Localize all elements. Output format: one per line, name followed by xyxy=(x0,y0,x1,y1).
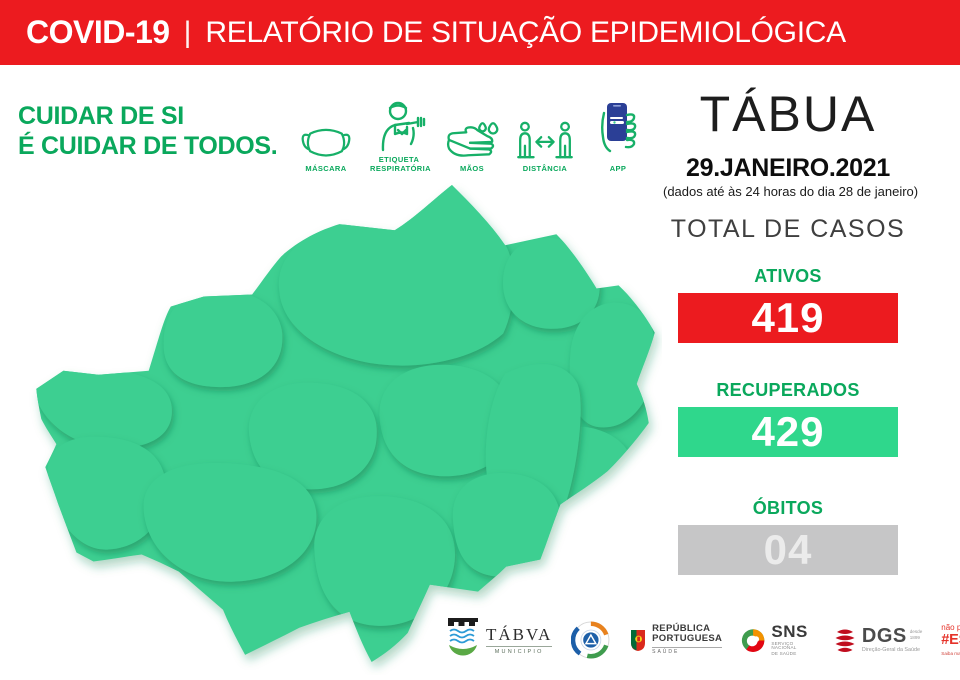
prevention-item-app: APP xyxy=(586,99,650,174)
stat-bar-active: 419 xyxy=(678,292,898,343)
dgs-acronym-row: DGS desde 1899 xyxy=(862,626,922,646)
covid-app-icon xyxy=(601,103,637,153)
estamos-on-subtitle: Saiba mais em covid19estamoson.gov.pt xyxy=(941,650,960,656)
stat-label: ATIVOS xyxy=(754,265,822,286)
sns-subtitle-line1: SERVIÇO NACIONAL xyxy=(771,640,797,651)
report-date-note: (dados até às 24 horas do dia 28 de jane… xyxy=(663,183,919,199)
header-separator: | xyxy=(183,15,192,49)
civil-protection-emblem xyxy=(571,621,610,659)
stat-value: 419 xyxy=(751,293,825,341)
stat-active: ATIVOS 419 xyxy=(663,266,913,343)
stat-deaths: ÓBITOS 04 xyxy=(663,498,913,575)
stat-value: 04 xyxy=(763,525,813,573)
parish-piece xyxy=(248,382,377,490)
respiratory-etiquette-icon xyxy=(381,101,426,151)
sns-logo: SNS SERVIÇO NACIONAL DE SAÚDE xyxy=(741,623,815,657)
parish-piece xyxy=(279,185,514,366)
stat-value: 429 xyxy=(751,407,825,455)
stat-bar-deaths: 04 xyxy=(678,524,898,575)
parish-piece xyxy=(452,473,561,577)
covid19-brand-label: COVID-19 xyxy=(26,14,170,50)
estamos-on-wordmark: #ESTAMOS N xyxy=(941,631,960,649)
parish-piece xyxy=(47,436,166,550)
sns-circle-icon xyxy=(742,628,765,652)
parish-piece xyxy=(569,302,655,428)
report-header-banner: COVID-19 | RELATÓRIO DE SITUAÇÃO EPIDEMI… xyxy=(0,0,960,65)
report-title: RELATÓRIO DE SITUAÇÃO EPIDEMIOLÓGICA xyxy=(205,15,846,49)
parish-piece xyxy=(379,364,514,477)
stat-label: RECUPERADOS xyxy=(716,379,860,400)
tabua-parishes-map xyxy=(36,185,655,662)
tabua-municipality-logo: TÁBVA MUNICIPIO xyxy=(446,617,553,663)
mask-icon xyxy=(301,129,351,157)
prevention-item-distance: DISTÂNCIA xyxy=(513,119,577,174)
stat-bar-recovered: 429 xyxy=(678,406,898,457)
report-date: 29.JANEIRO.2021 xyxy=(686,153,890,182)
stat-recovered: RECUPERADOS 429 xyxy=(663,380,913,457)
municipality-map xyxy=(22,178,662,675)
prevention-label: ETIQUETA RESPIRATÓRIA xyxy=(370,154,431,174)
tabua-logo-text: TÁBVA MUNICIPIO xyxy=(486,624,553,655)
parish-piece xyxy=(163,290,283,388)
prevention-label: MÃOS xyxy=(459,164,485,174)
stat-label: ÓBITOS xyxy=(752,497,824,518)
estamos-on-logo: não paramos #ESTAMOS N Saiba mais em cov… xyxy=(941,623,960,656)
dgs-since-word: desde xyxy=(909,629,923,635)
dgs-acronym: DGS xyxy=(861,625,907,648)
prevention-item-mask: MÁSCARA xyxy=(294,123,358,174)
dgs-subtitle: Direção-Geral da Saúde xyxy=(861,647,921,654)
dgs-logo-text: DGS desde 1899 Direção-Geral da Saúde xyxy=(862,626,922,653)
total-cases-heading: TOTAL DE CASOS xyxy=(670,214,906,243)
parish-pieces xyxy=(36,185,655,626)
republica-line1: REPÚBLICA xyxy=(652,623,711,635)
sns-acronym: SNS xyxy=(771,622,808,642)
republica-portuguesa-logo: REPÚBLICA PORTUGUESA SAÚDE xyxy=(630,623,723,655)
tabua-crest-icon xyxy=(448,618,478,656)
prevention-item-hands: MÃOS xyxy=(440,117,504,174)
prevention-label: APP xyxy=(609,164,627,174)
dgs-since: desde 1899 xyxy=(910,629,923,640)
prevention-tagline: CUIDAR DE SI É CUIDAR DE TODOS. xyxy=(18,102,278,161)
distance-icon xyxy=(517,121,573,159)
dgs-logo: DGS desde 1899 Direção-Geral da Saúde xyxy=(834,626,922,653)
prevention-label: MÁSCARA xyxy=(305,164,347,174)
dgs-since-year: 1899 xyxy=(909,634,920,640)
parish-piece xyxy=(503,238,600,329)
estamos-hashtag: #ESTAMOS xyxy=(941,631,960,648)
sns-logo-text: SNS SERVIÇO NACIONAL DE SAÚDE xyxy=(771,623,815,657)
municipality-title: TÁBUA xyxy=(699,86,877,142)
prevention-icons-row: MÁSCARA ETIQUETA RESPIRATÓRIA MÃOS xyxy=(294,96,650,174)
republica-subtitle: SAÚDE xyxy=(652,647,723,655)
prevention-item-respiratory-etiquette: ETIQUETA RESPIRATÓRIA xyxy=(367,100,431,175)
sns-subtitle-line2: DE SAÚDE xyxy=(771,651,797,657)
dgs-leaves-icon xyxy=(835,629,855,652)
portugal-flag-shield-icon xyxy=(631,629,646,651)
hand-washing-icon xyxy=(446,122,499,157)
parish-piece xyxy=(314,496,456,626)
parish-piece xyxy=(143,462,317,582)
prevention-label: DISTÂNCIA xyxy=(522,164,568,174)
republica-logo-text: REPÚBLICA PORTUGUESA SAÚDE xyxy=(652,623,723,655)
tagline-line2: É CUIDAR DE TODOS. xyxy=(18,131,278,160)
parish-piece xyxy=(36,366,172,448)
footer-logos: TÁBVA MUNICIPIO REPÚBLICA PORTUGUESA SAÚ… xyxy=(446,610,960,670)
case-summary-panel: TÁBUA 29.JANEIRO.2021 (dados até às 24 h… xyxy=(663,86,919,575)
republica-line2: PORTUGUESA xyxy=(652,633,723,645)
tabua-name: TÁBVA xyxy=(486,624,553,644)
estamos-on-tagline: não paramos xyxy=(941,623,960,633)
tabua-subtitle: MUNICIPIO xyxy=(486,645,553,655)
tagline-line1: CUIDAR DE SI xyxy=(18,102,184,130)
